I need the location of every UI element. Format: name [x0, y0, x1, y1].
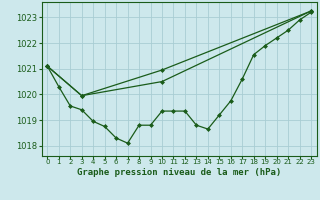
X-axis label: Graphe pression niveau de la mer (hPa): Graphe pression niveau de la mer (hPa) [77, 168, 281, 177]
